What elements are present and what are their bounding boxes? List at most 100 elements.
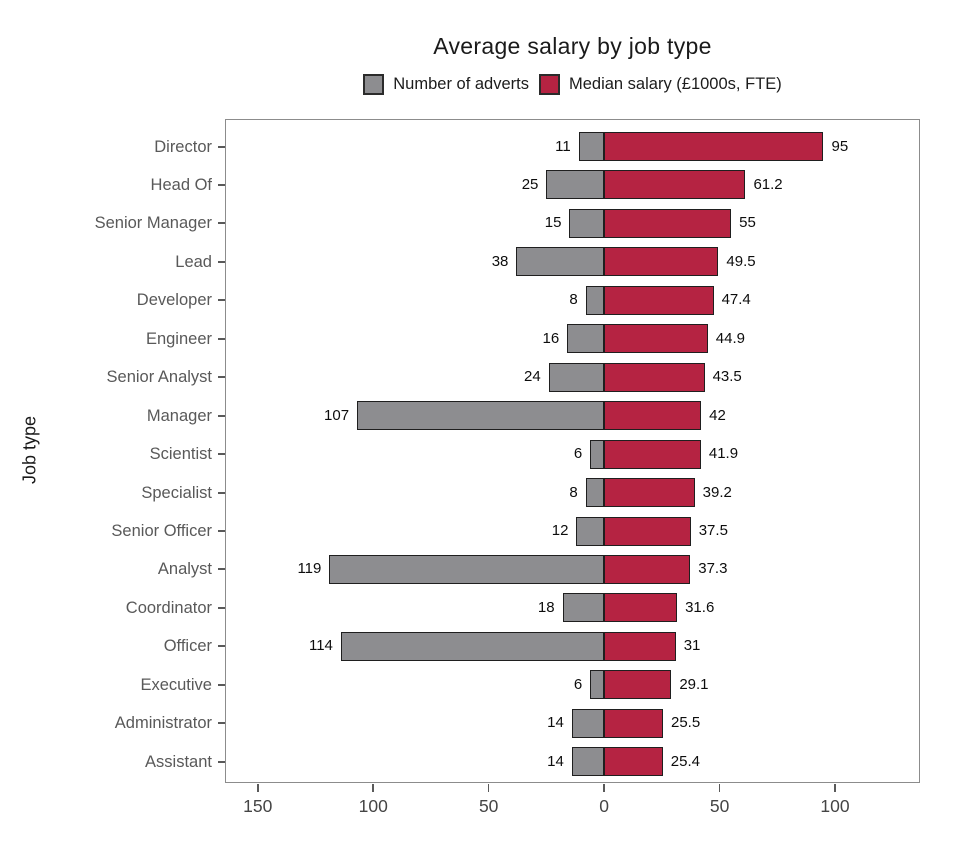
adverts-bar: [590, 670, 605, 700]
category-label: Assistant: [145, 752, 212, 771]
adverts-bar: [548, 362, 605, 392]
adverts-bar: [585, 478, 605, 508]
salary-value-label: 44.9: [715, 329, 745, 347]
adverts-bar: [571, 747, 605, 777]
adverts-value-label: 14: [547, 752, 564, 770]
salary-bar: [604, 516, 691, 546]
salary-bar: [604, 401, 702, 431]
category-tick-mark: [218, 606, 225, 609]
adverts-value-label: 6: [573, 445, 583, 463]
salary-value-label: 55: [739, 214, 756, 232]
adverts-bar: [571, 708, 605, 738]
x-axis-tick-label: 100: [820, 796, 850, 816]
category-label: Lead: [175, 252, 212, 271]
salary-value-label: 61.2: [753, 175, 783, 193]
adverts-value-label: 12: [551, 522, 569, 539]
salary-bar: [604, 208, 732, 238]
adverts-value-label: 38: [491, 252, 509, 270]
adverts-bar: [562, 593, 605, 623]
salary-value-label: 42: [709, 406, 726, 424]
adverts-value-label: 15: [544, 214, 562, 232]
salary-bar: [604, 593, 678, 623]
category-label: Executive: [140, 675, 212, 694]
adverts-value-label: 6: [573, 675, 583, 693]
category-tick-mark: [218, 645, 225, 648]
adverts-value-label: 114: [308, 637, 333, 655]
category-tick-mark: [218, 760, 225, 763]
adverts-bar: [357, 401, 605, 431]
salary-bar: [604, 132, 824, 161]
salary-value-label: 39.2: [702, 483, 732, 501]
adverts-value-label: 24: [524, 368, 541, 386]
adverts-value-label: 107: [324, 406, 350, 424]
category-label: Engineer: [145, 329, 212, 348]
category-label: Senior Analyst: [106, 368, 212, 387]
salary-bar: [604, 478, 695, 508]
category-label: Scientist: [149, 445, 212, 464]
salary-value-label: 37.5: [698, 522, 728, 539]
category-tick-mark: [218, 722, 225, 725]
salary-bar: [604, 708, 663, 738]
salary-swatch-icon: [538, 74, 560, 95]
salary-value-label: 29.1: [679, 675, 709, 693]
adverts-value-label: 18: [537, 598, 555, 616]
adverts-value-label: 8: [569, 291, 578, 309]
legend-label-adverts: Number of adverts: [393, 75, 529, 93]
adverts-bar: [329, 554, 605, 584]
x-axis-tick-label: 50: [478, 796, 499, 816]
adverts-bar: [340, 631, 605, 661]
adverts-value-label: 119: [297, 560, 322, 578]
x-axis-tick-mark: [718, 784, 721, 792]
category-tick-mark: [218, 376, 225, 379]
x-axis-tick-label: 150: [243, 796, 273, 816]
category-tick-mark: [218, 530, 225, 532]
category-label: Specialist: [141, 483, 212, 502]
adverts-value-label: 8: [569, 483, 578, 501]
salary-bar: [604, 247, 719, 277]
category-label: Senior Officer: [111, 522, 212, 540]
category-tick-mark: [218, 683, 225, 686]
category-label: Director: [154, 137, 212, 156]
adverts-value-label: 16: [542, 329, 560, 347]
salary-value-label: 49.5: [726, 252, 756, 270]
salary-bar: [604, 439, 701, 469]
adverts-value-label: 14: [547, 714, 564, 732]
salary-value-label: 95: [831, 137, 849, 155]
adverts-swatch-icon: [363, 74, 385, 95]
category-label: Analyst: [157, 560, 212, 579]
adverts-bar: [569, 208, 605, 238]
salary-bar: [604, 324, 708, 354]
x-axis-tick-mark: [487, 784, 490, 792]
category-tick-mark: [218, 414, 225, 417]
category-tick-mark: [218, 568, 225, 571]
category-label: Developer: [136, 291, 212, 310]
x-axis-tick-label: 100: [358, 796, 388, 816]
category-label: Head Of: [150, 175, 212, 194]
x-axis-tick-mark: [372, 784, 374, 792]
adverts-value-label: 25: [521, 175, 539, 193]
salary-bar: [604, 747, 663, 777]
adverts-bar: [585, 285, 605, 315]
category-tick-mark: [218, 260, 225, 263]
salary-value-label: 37.3: [698, 560, 728, 578]
salary-bar: [604, 362, 705, 392]
salary-bar: [604, 554, 691, 584]
category-label: Senior Manager: [94, 214, 212, 233]
x-axis-tick-mark: [834, 784, 836, 792]
salary-bar: [604, 670, 672, 700]
category-tick-mark: [218, 183, 225, 186]
salary-value-label: 31: [683, 637, 701, 655]
salary-bar: [604, 285, 714, 315]
adverts-bar: [546, 170, 605, 200]
legend-item-salary: Median salary (£1000s, FTE): [538, 74, 782, 95]
salary-value-label: 47.4: [721, 291, 751, 309]
adverts-bar: [576, 516, 605, 546]
salary-bar: [604, 631, 676, 661]
category-label: Officer: [163, 637, 212, 656]
category-tick-mark: [218, 337, 225, 340]
salary-value-label: 43.5: [712, 368, 742, 386]
salary-value-label: 25.4: [670, 752, 700, 770]
category-tick-mark: [218, 222, 225, 225]
chart-title: Average salary by job type: [433, 33, 712, 59]
